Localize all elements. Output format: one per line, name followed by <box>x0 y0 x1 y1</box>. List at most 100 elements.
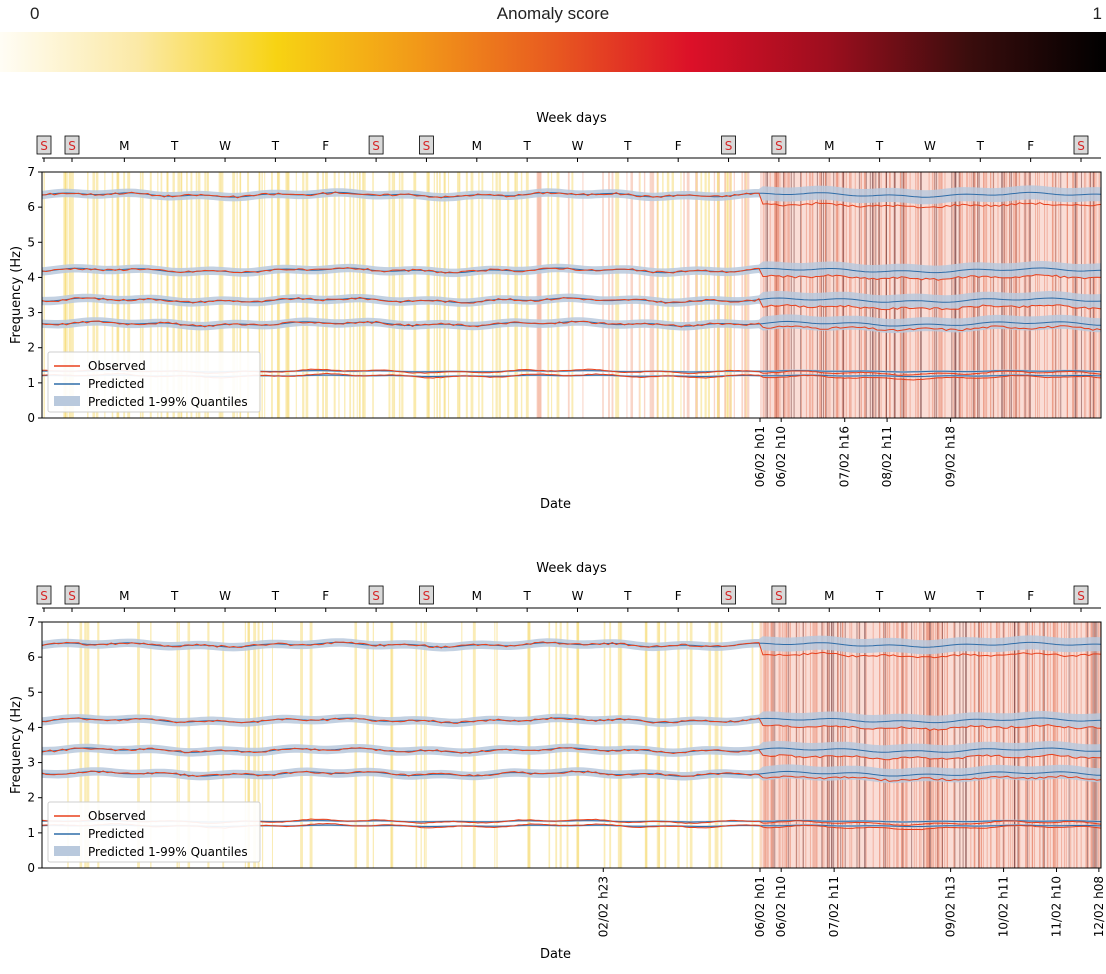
legend-label: Observed <box>88 809 146 823</box>
anomaly-band <box>887 622 889 868</box>
x-tick-label: 06/02 h01 <box>753 876 767 937</box>
weekday-axis: Week days S S M T W T F S S M T W T F S S M T W T F S <box>36 111 1101 162</box>
y-tick-label: 1 <box>27 826 35 840</box>
quantile-band-mode-4 <box>42 741 1101 760</box>
observed-line-mode-3 <box>41 770 1102 782</box>
quantile-band-mode-3 <box>42 764 1101 784</box>
anomaly-band <box>947 622 949 868</box>
y-tick-label: 2 <box>27 791 35 805</box>
anomaly-band <box>420 622 422 868</box>
anomaly-band <box>481 172 484 418</box>
anomaly-band <box>941 622 943 868</box>
anomaly-band <box>638 172 640 418</box>
anomaly-band <box>222 622 225 868</box>
x-tick-label: 10/02 h11 <box>997 876 1011 937</box>
anomaly-band <box>195 172 198 418</box>
anomaly-band <box>664 622 667 868</box>
anomaly-band <box>643 172 646 418</box>
anomaly-band <box>611 172 614 418</box>
anomaly-band <box>391 622 394 868</box>
anomaly-band <box>680 172 682 418</box>
weekend-box <box>64 585 80 605</box>
legend-label: Predicted <box>88 827 144 841</box>
weekday-label: F <box>1027 589 1034 603</box>
series-group <box>41 635 1102 831</box>
anomaly-band <box>630 172 634 418</box>
legend-box <box>47 801 261 863</box>
weekday-label: S <box>725 589 733 603</box>
chart-panel-1: 0 1 2 3 4 5 6 7 Frequency (Hz) Week days S S M T W T F S S… <box>0 100 1106 520</box>
weekday-label: W <box>924 589 936 603</box>
y-tick-label: 3 <box>27 306 35 320</box>
anomaly-band <box>180 172 183 418</box>
anomaly-band <box>656 172 659 418</box>
anomaly-band <box>944 622 946 868</box>
x-axis: 06/02 h01 06/02 h10 07/02 h16 08/02 h11 09/0… <box>540 418 958 512</box>
y-tick-label: 7 <box>27 615 35 629</box>
y-tick-label: 0 <box>27 861 35 875</box>
anomaly-band <box>391 172 395 418</box>
anomaly-band <box>338 172 340 418</box>
anomaly-band <box>700 172 703 418</box>
y-tick-label: 2 <box>27 341 35 355</box>
weekday-label: T <box>522 589 531 603</box>
anomaly-band <box>708 622 712 868</box>
weekend-box <box>419 135 434 155</box>
x-tick-label: 07/02 h16 <box>838 426 852 487</box>
anomaly-band <box>456 172 460 418</box>
anomaly-band <box>258 172 261 418</box>
anomaly-band <box>733 172 735 418</box>
legend-label: Predicted 1-99% Quantiles <box>88 845 248 859</box>
anomaly-band <box>186 172 188 418</box>
weekday-axis-title: Week days <box>536 111 607 126</box>
anomaly-band <box>322 172 324 418</box>
x-axis: 02/02 h23 06/02 h01 06/02 h10 07/02 h11 09/0… <box>540 868 1106 962</box>
anomaly-band <box>413 172 415 418</box>
legend-label: Predicted <box>88 377 144 391</box>
anomaly-band <box>176 622 179 868</box>
anomaly-band <box>271 622 273 868</box>
anomaly-band <box>714 622 718 868</box>
weekday-label: F <box>322 589 329 603</box>
weekday-label: W <box>219 589 231 603</box>
anomaly-band <box>137 622 140 868</box>
anomaly-band <box>686 172 690 418</box>
weekend-box <box>368 585 384 605</box>
weekend-box <box>721 135 736 155</box>
anomaly-band <box>885 172 887 418</box>
x-tick-label: 11/02 h10 <box>1050 876 1064 937</box>
chart-2-svg: 0 1 2 3 4 5 6 7 Frequency (Hz) Week days S S M T W T F S S… <box>9 561 1106 962</box>
weekend-box <box>36 135 52 155</box>
observed-line-mode-6 <box>41 641 1102 659</box>
weekday-label: M <box>472 139 482 153</box>
x-tick-label: 06/02 h10 <box>774 876 788 937</box>
anomaly-band <box>444 172 446 418</box>
weekday-label: S <box>372 139 380 153</box>
anomaly-band <box>64 172 66 418</box>
anomaly-band <box>496 622 498 868</box>
anomaly-band <box>187 622 191 868</box>
anomaly-band <box>472 622 476 868</box>
colorbar-min-label: 0 <box>30 4 40 23</box>
anomaly-band <box>615 172 618 418</box>
y-tick-label: 6 <box>27 200 35 214</box>
anomaly-band <box>116 172 120 418</box>
weekday-label: S <box>68 589 76 603</box>
legend: Observed Predicted Predicted 1-99% Quantil… <box>47 801 261 863</box>
weekday-label: M <box>472 589 482 603</box>
observed-line-mode-3 <box>41 320 1102 332</box>
plot-frame <box>41 171 1102 419</box>
colorbar-gradient <box>0 32 1106 72</box>
anomaly-band <box>218 172 222 418</box>
weekend-box <box>368 135 384 155</box>
observed-line-mode-5 <box>41 716 1102 731</box>
anomaly-band <box>309 622 313 868</box>
anomaly-band <box>885 172 887 418</box>
anomaly-band <box>884 622 886 868</box>
weekday-axis-title: Week days <box>536 561 607 576</box>
legend: Observed Predicted Predicted 1-99% Quantil… <box>47 351 261 413</box>
anomaly-band <box>547 172 550 418</box>
anomaly-band <box>388 172 391 418</box>
weekday-label: S <box>775 139 783 153</box>
anomaly-band <box>64 172 68 418</box>
